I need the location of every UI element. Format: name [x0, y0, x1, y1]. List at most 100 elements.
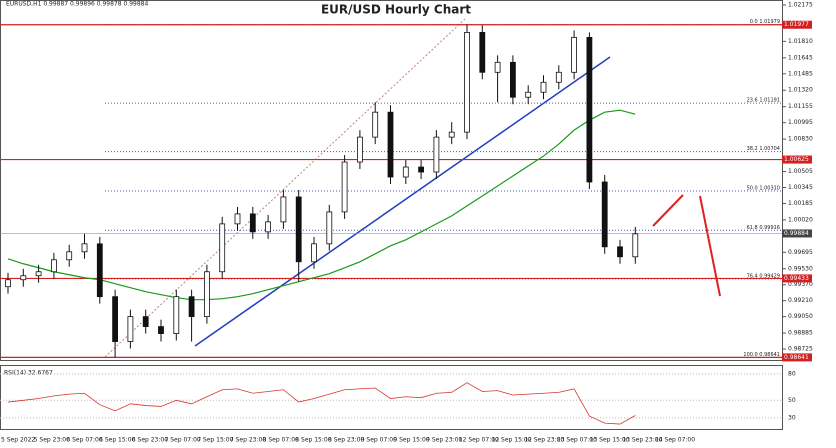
candle-body: [632, 233, 639, 258]
fib-label: 61.8 0.99916: [747, 225, 780, 231]
y-tick-label: 0.99695: [788, 249, 813, 256]
x-tick-label: 12 Sep 15:00: [492, 437, 532, 444]
forecast-arrow: [699, 195, 721, 297]
y-tick-label: 1.00830: [788, 136, 813, 143]
moving-average: [7, 109, 636, 301]
y-tick-label: 1.02175: [788, 1, 813, 8]
x-tick-label: 7 Sep 07:00: [165, 437, 201, 444]
candle-body: [372, 111, 379, 138]
y-tick-label: 1.01810: [788, 38, 813, 45]
price-level-tag: [782, 155, 812, 164]
y-tick-label: 0.99530: [788, 265, 813, 272]
candle-body: [525, 91, 532, 98]
y-tick-label: 0.98725: [788, 346, 813, 353]
candle-body: [402, 166, 409, 178]
rsi-tick-label: 50: [788, 397, 796, 404]
candle-body: [66, 251, 73, 261]
candle-body: [540, 81, 547, 93]
y-tick-label: 0.99210: [788, 297, 813, 304]
y-tick-label: 1.01485: [788, 70, 813, 77]
candle-body: [494, 61, 501, 73]
y-tick-label: 1.00995: [788, 119, 813, 126]
candle-body: [96, 243, 103, 298]
rsi-label: RSI(14) 32.6767: [4, 370, 53, 377]
rsi-panel: [0, 365, 783, 430]
candle-body: [265, 221, 272, 233]
candle-body: [326, 211, 333, 245]
y-tick-label: 1.00345: [788, 184, 813, 191]
x-tick-label: 13 Sep 15:00: [590, 437, 630, 444]
candle-body: [509, 61, 516, 98]
last-price-tag: [782, 229, 812, 238]
x-tick-label: 5 Sep 2022: [1, 437, 35, 444]
candle-body: [601, 181, 608, 248]
x-tick-label: 12 Sep 07:00: [459, 437, 499, 444]
candle-body: [617, 246, 623, 258]
x-tick-label: 12 Sep 23:00: [524, 437, 564, 444]
candle-body: [387, 111, 394, 178]
candle-body: [51, 259, 57, 273]
price-level-tag: [782, 274, 812, 283]
y-tick-label: 0.99370: [788, 281, 813, 288]
price-level-label: 1.00625: [784, 156, 809, 163]
candle-body: [280, 196, 287, 223]
candle-body: [234, 213, 241, 225]
y-tick-label: 1.01155: [788, 103, 813, 110]
fib-label: 100.0 0.98641: [743, 352, 780, 358]
forecast-arrow: [652, 194, 684, 227]
y-tick-label: 1.01645: [788, 54, 813, 61]
candle-body: [555, 71, 562, 83]
last-price-label: 0.99884: [784, 230, 809, 237]
candle-body: [586, 36, 593, 183]
candle-body: [112, 296, 118, 342]
y-tick-label: 1.00505: [788, 168, 813, 175]
fib-label: 76.4 0.99429: [747, 273, 780, 279]
candle-body: [418, 166, 425, 173]
candle-body: [356, 136, 363, 163]
x-tick-label: 13 Sep 07:00: [557, 437, 597, 444]
rsi-tick-label: 80: [788, 370, 796, 377]
rsi-line: [7, 382, 636, 425]
x-tick-label: 6 Sep 07:00: [66, 437, 102, 444]
x-tick-label: 7 Sep 15:00: [197, 437, 233, 444]
candle-body: [464, 32, 470, 133]
fib-label: 50.0 1.00310: [747, 185, 780, 191]
y-tick-label: 1.00020: [788, 216, 813, 223]
fib-label: 38.2 1.00704: [747, 146, 780, 152]
price-level-tag: [782, 353, 812, 362]
y-tick-label: 1.01320: [788, 87, 813, 94]
candle-body: [219, 223, 226, 273]
candle-body: [571, 36, 577, 73]
x-tick-label: 5 Sep 23:00: [34, 437, 70, 444]
candle-body: [341, 161, 348, 213]
candle-body: [249, 213, 256, 233]
price-level-label: 1.01977: [784, 21, 809, 28]
rsi-tick-label: 30: [788, 414, 796, 421]
price-panel: [0, 0, 783, 361]
x-tick-label: 9 Sep 15:00: [393, 437, 429, 444]
x-tick-label: 6 Sep 23:00: [132, 437, 168, 444]
x-tick-label: 7 Sep 23:00: [230, 437, 266, 444]
fib-label: 23.6 1.01191: [747, 98, 780, 104]
x-tick-label: 8 Sep 07:00: [263, 437, 299, 444]
header: EURUSD,H1 0.99887 0.99896 0.99878 0.9988…: [6, 1, 148, 8]
y-tick-label: 0.99050: [788, 313, 813, 320]
candle-body: [142, 316, 149, 327]
chart-title: EUR/USD Hourly Chart: [321, 3, 471, 17]
y-tick-label: 1.00185: [788, 200, 813, 207]
candle-body: [188, 296, 195, 318]
price-level-label: 0.99433: [784, 275, 809, 282]
x-tick-label: 9 Sep 23:00: [426, 437, 462, 444]
trend-line: [194, 56, 611, 347]
candle-body: [81, 243, 88, 253]
candle-body: [173, 296, 180, 334]
candle-body: [479, 32, 486, 73]
candle-body: [203, 271, 210, 318]
x-tick-label: 13 Sep 23:00: [622, 437, 662, 444]
price-level-tag: [782, 20, 812, 29]
candle-body: [433, 136, 440, 173]
x-tick-label: 8 Sep 15:00: [295, 437, 331, 444]
candle-body: [295, 196, 302, 263]
x-tick-label: 8 Sep 23:00: [328, 437, 364, 444]
